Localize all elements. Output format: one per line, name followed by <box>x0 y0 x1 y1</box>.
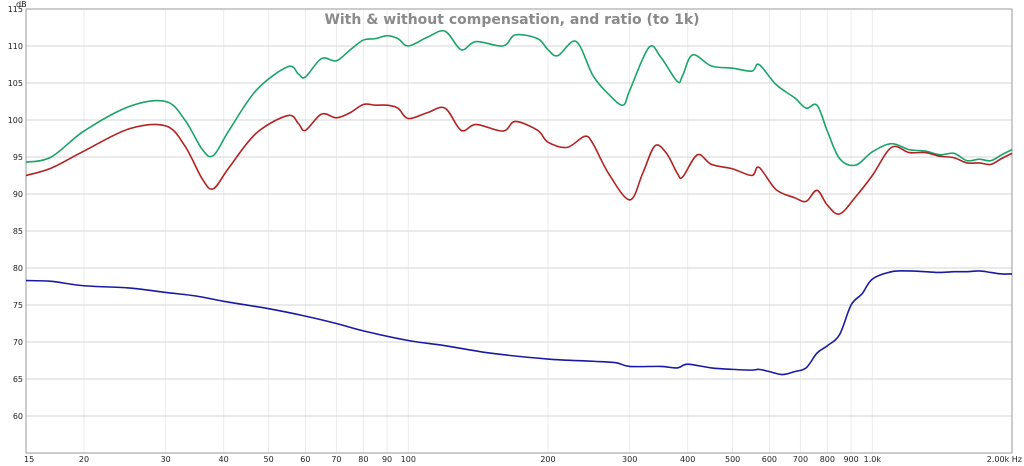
x-tick-label: 300 <box>622 455 637 464</box>
y-tick-label: 90 <box>13 190 23 199</box>
x-axis-ticks: 15 20 30 40 50 60 70 80 90 100 200 300 400 500 600 700 8… <box>24 455 1022 464</box>
x-tick-label: 80 <box>358 455 368 464</box>
series-layer <box>25 29 1013 376</box>
x-tick-label: 700 <box>793 455 808 464</box>
x-tick-label: 50 <box>264 455 274 464</box>
x-tick-label: 90 <box>382 455 392 464</box>
y-tick-label: 95 <box>13 153 23 162</box>
y-tick-label: 105 <box>8 79 23 88</box>
y-axis-label: dB <box>16 0 27 9</box>
x-tick-label: 2.00k Hz <box>987 455 1022 464</box>
y-tick-label: 80 <box>13 264 23 273</box>
y-axis-ticks: 60 65 70 75 80 85 90 95 100 105 110 115 <box>8 5 23 421</box>
plot-frame <box>25 8 1013 454</box>
y-tick-label: 115 <box>8 5 23 14</box>
x-tick-label: 100 <box>401 455 416 464</box>
grid <box>26 8 1012 453</box>
x-tick-label: 200 <box>540 455 555 464</box>
x-tick-label: 60 <box>300 455 310 464</box>
x-tick-label: 70 <box>331 455 341 464</box>
y-tick-label: 70 <box>13 338 23 347</box>
x-tick-label: 15 <box>24 455 34 464</box>
x-tick-label: 500 <box>725 455 740 464</box>
x-tick-label: 1.0k <box>864 455 882 464</box>
y-tick-label: 65 <box>13 375 23 384</box>
x-tick-label: 400 <box>680 455 695 464</box>
series-line-2 <box>25 103 1013 215</box>
x-tick-label: 800 <box>820 455 835 464</box>
y-tick-label: 85 <box>13 227 23 236</box>
series-line-3 <box>25 270 1013 376</box>
y-tick-label: 75 <box>13 301 23 310</box>
series-line-1 <box>25 29 1013 167</box>
x-tick-label: 20 <box>79 455 89 464</box>
x-tick-label: 40 <box>219 455 229 464</box>
y-tick-label: 110 <box>8 42 23 51</box>
x-tick-label: 600 <box>762 455 777 464</box>
chart-title: With & without compensation, and ratio (… <box>324 12 699 28</box>
x-tick-label: 30 <box>161 455 171 464</box>
y-tick-label: 100 <box>8 116 23 125</box>
y-tick-label: 60 <box>13 412 23 421</box>
x-tick-label: 900 <box>843 455 858 464</box>
